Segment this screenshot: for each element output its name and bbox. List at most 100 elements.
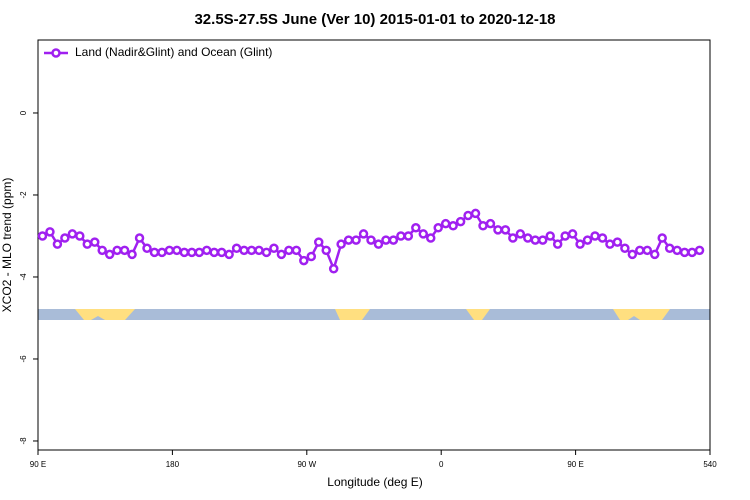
land-band (466, 309, 490, 320)
data-point (500, 225, 511, 235)
data-point (306, 251, 317, 262)
data-point (142, 243, 152, 254)
data-point (82, 239, 93, 249)
data-point (687, 247, 697, 258)
data-point (590, 231, 600, 241)
data-point (358, 229, 369, 239)
data-point (672, 245, 682, 256)
data-point (75, 231, 85, 241)
data-point (411, 223, 421, 233)
data-point (582, 235, 593, 245)
y-tick-label: -4 (19, 273, 28, 281)
data-point (597, 233, 608, 243)
data-point (67, 229, 78, 239)
data-point (425, 233, 436, 243)
data-point (455, 216, 466, 227)
data-point (567, 229, 578, 239)
y-axis-label: XCO2 - MLO trend (ppm) (0, 178, 14, 313)
data-point (284, 245, 294, 256)
data-point (127, 249, 137, 260)
x-tick-label: 180 (166, 460, 180, 469)
data-point (239, 245, 249, 256)
data-point (104, 249, 115, 260)
x-tick-label: 540 (703, 460, 717, 469)
data-point (89, 237, 100, 247)
data-point (552, 239, 563, 249)
data-point (336, 239, 346, 249)
data-point (605, 239, 615, 249)
legend-marker (51, 48, 61, 58)
data-point (463, 210, 473, 221)
land-band (613, 309, 670, 320)
data-point (657, 233, 667, 243)
data-point (537, 235, 548, 245)
data-point (224, 249, 234, 260)
data-point (60, 233, 70, 243)
data-point (351, 235, 361, 245)
x-tick-label: 90 W (297, 460, 316, 469)
data-point (530, 235, 541, 245)
data-point (194, 247, 205, 258)
plot-frame (37, 39, 711, 451)
data-point (321, 245, 331, 256)
data-point (134, 233, 145, 243)
x-tick-label: 90 E (30, 460, 46, 469)
x-tick-label: 90 E (567, 460, 583, 469)
data-point (164, 245, 175, 256)
data-point (254, 245, 264, 256)
data-point (515, 229, 526, 239)
data-point (97, 245, 107, 256)
data-point (343, 235, 354, 245)
data-point (545, 231, 555, 241)
data-point (620, 243, 630, 254)
data-point (52, 239, 63, 249)
data-point (448, 220, 458, 231)
data-point (119, 245, 130, 256)
y-tick-label: -6 (19, 355, 28, 363)
data-point (649, 249, 660, 260)
data-point (231, 243, 242, 254)
land-band (75, 309, 135, 320)
y-tick-label: -8 (19, 437, 28, 445)
data-point (664, 243, 675, 254)
data-point (269, 243, 279, 254)
data-point (201, 245, 212, 256)
data-point (172, 245, 182, 256)
data-point (216, 247, 227, 258)
ocean-band (38, 309, 710, 320)
y-tick-label: 0 (19, 110, 28, 115)
surface-strip (38, 309, 710, 320)
data-point (440, 218, 451, 229)
data-point (478, 220, 488, 231)
data-point (187, 247, 197, 258)
data-point (470, 208, 481, 219)
data-point (149, 247, 160, 258)
data-point (694, 245, 705, 256)
data-point (299, 255, 309, 266)
data-point (37, 231, 48, 241)
data-point (493, 225, 503, 235)
data-point (575, 239, 585, 249)
data-point (635, 245, 645, 256)
chart-title: 32.5S-27.5S June (Ver 10) 2015-01-01 to … (194, 11, 555, 28)
data-point (209, 247, 219, 258)
y-tick-label: -2 (19, 191, 28, 199)
data-point (366, 235, 376, 245)
data-point (328, 264, 339, 274)
x-axis-label: Longitude (deg E) (327, 475, 422, 489)
data-point (642, 245, 653, 256)
data-point (433, 223, 443, 233)
data-point (612, 237, 623, 247)
data-point (313, 237, 324, 247)
data-point (418, 229, 429, 239)
legend-label: Land (Nadir&Glint) and Ocean (Glint) (75, 45, 272, 59)
land-band (335, 309, 370, 320)
data-point (523, 233, 533, 243)
data-point (679, 247, 690, 258)
data-point (112, 245, 122, 256)
data-point (261, 247, 272, 258)
data-point (381, 235, 391, 245)
data-point (246, 245, 257, 256)
data-point (388, 235, 399, 245)
